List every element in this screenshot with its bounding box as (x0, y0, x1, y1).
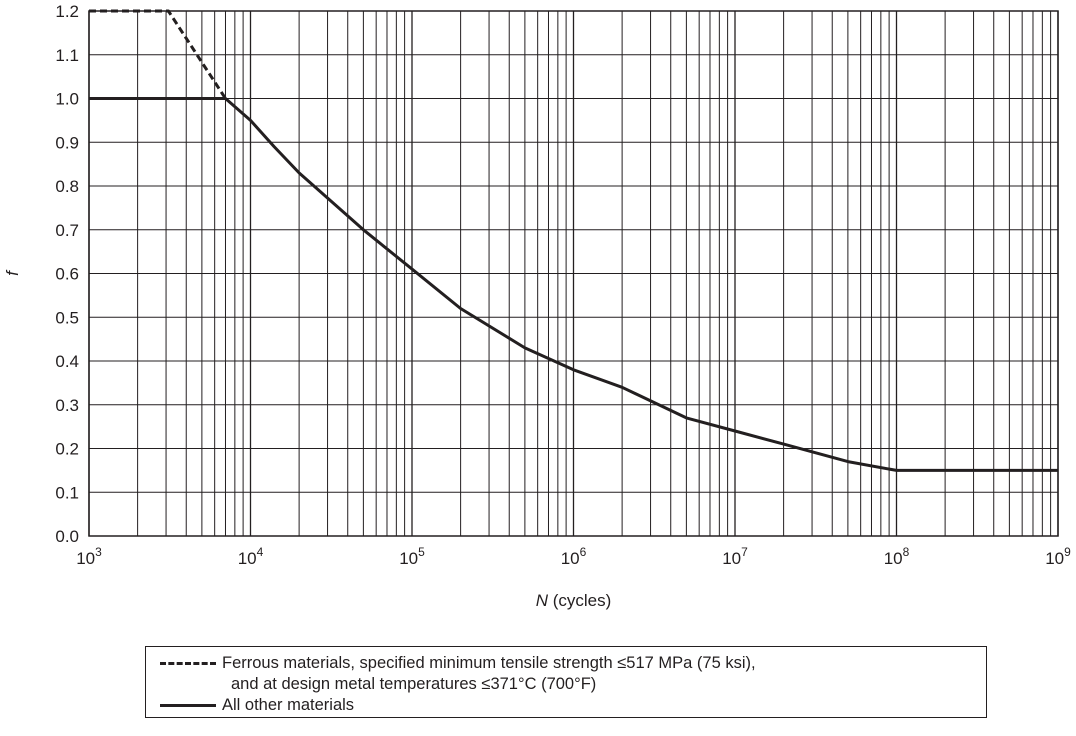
legend-label-ferrous-line1: Ferrous materials, specified minimum ten… (222, 654, 756, 672)
series-line-dashed (89, 9, 227, 100)
y-tick-label: 0.4 (55, 352, 79, 371)
y-tick-label: 0.3 (55, 396, 79, 415)
legend-label-other: All other materials (222, 696, 355, 714)
y-tick-label: 0.2 (55, 440, 79, 459)
y-tick-label: 0.8 (55, 177, 79, 196)
y-tick-label: 0.1 (55, 483, 79, 502)
x-tick-label: 104 (238, 545, 264, 568)
x-tick-label: 107 (722, 545, 748, 568)
x-tick-label: 106 (561, 545, 587, 568)
legend-entry-other: All other materials (160, 695, 354, 715)
legend-swatch-solid (160, 703, 216, 707)
series-layer (88, 9, 1059, 472)
y-tick-label: 0.0 (55, 527, 79, 546)
y-axis-label: f (3, 269, 22, 276)
y-tick-label: 0.6 (55, 265, 79, 284)
x-axis-label: N (cycles) (536, 591, 612, 610)
y-tick-label: 0.9 (55, 133, 79, 152)
legend-entry-ferrous: Ferrous materials, specified minimum ten… (160, 653, 756, 673)
x-tick-label: 103 (76, 545, 102, 568)
axes-layer (88, 10, 1059, 537)
x-tick-label: 109 (1045, 545, 1071, 568)
legend: Ferrous materials, specified minimum ten… (145, 646, 987, 718)
y-tick-label: 0.7 (55, 221, 79, 240)
grid-layer (88, 10, 1059, 537)
legend-label-ferrous-line2: and at design metal temperatures ≤371°C … (231, 675, 597, 693)
plot-frame (88, 10, 1059, 537)
y-tick-label: 1.1 (55, 46, 79, 65)
chart-svg: 0.0 0.1 0.2 0.3 0.4 0.5 0.6 0.7 0.8 0.9 1.0 1.1 1.2 1… (3, 2, 1071, 610)
series-line-solid (89, 97, 1058, 472)
y-tick-label: 1.2 (55, 2, 79, 21)
y-tick-label: 1.0 (55, 90, 79, 109)
labels-layer: 0.0 0.1 0.2 0.3 0.4 0.5 0.6 0.7 0.8 0.9 1.0 1.1 1.2 1… (3, 2, 1071, 610)
x-tick-label: 108 (884, 545, 910, 568)
x-tick-label: 105 (399, 545, 425, 568)
legend-swatch-dashed (160, 661, 216, 665)
y-tick-label: 0.5 (55, 308, 79, 327)
